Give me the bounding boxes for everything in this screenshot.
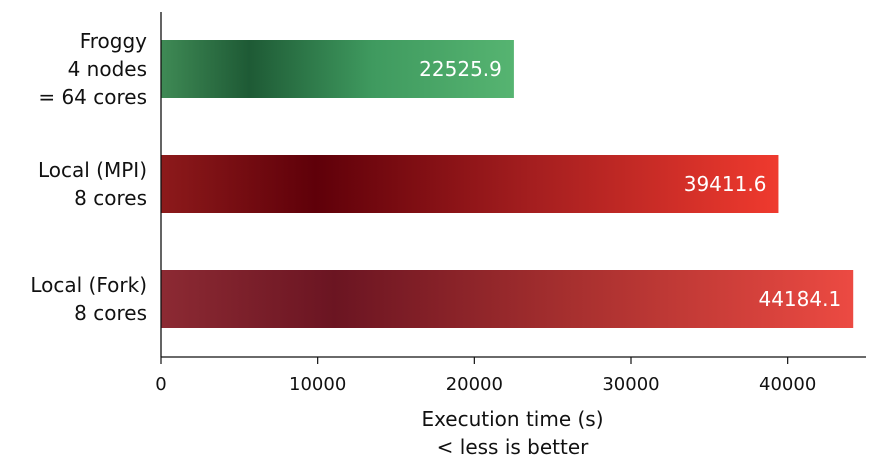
category-label-line: Local (MPI) (38, 158, 147, 182)
category-label-line: Froggy (80, 29, 147, 53)
bar-value-label-0: 22525.9 (419, 57, 502, 81)
x-axis: 0 10000 20000 30000 40000 (155, 12, 866, 395)
x-axis-label-line: < less is better (437, 435, 589, 459)
bar-value-label-2: 44184.1 (758, 287, 841, 311)
category-label-line: 8 cores (74, 186, 147, 210)
category-label-line: 4 nodes (68, 57, 147, 81)
bar-0 (161, 40, 514, 98)
x-tick-label: 30000 (602, 374, 659, 395)
category-label-2: Local (Fork) 8 cores (30, 273, 147, 325)
bar-value-label-1: 39411.6 (684, 172, 767, 196)
x-tick-label: 0 (155, 374, 166, 395)
category-label-line: Local (Fork) (30, 273, 147, 297)
category-label-0: Froggy 4 nodes = 64 cores (38, 29, 147, 109)
bar-1 (161, 155, 779, 213)
category-label-1: Local (MPI) 8 cores (38, 158, 147, 210)
category-label-line: = 64 cores (38, 85, 147, 109)
category-label-line: 8 cores (74, 301, 147, 325)
x-tick-label: 10000 (289, 374, 346, 395)
category-labels: Froggy 4 nodes = 64 cores Local (MPI) 8 core… (30, 29, 147, 325)
x-tick-label: 40000 (759, 374, 816, 395)
x-axis-label: Execution time (s) < less is better (421, 407, 603, 459)
bars-layer: 22525.9 39411.6 44184.1 (161, 40, 854, 328)
bar-2 (161, 270, 854, 328)
x-tick-label: 20000 (446, 374, 503, 395)
x-axis-label-line: Execution time (s) (421, 407, 603, 431)
